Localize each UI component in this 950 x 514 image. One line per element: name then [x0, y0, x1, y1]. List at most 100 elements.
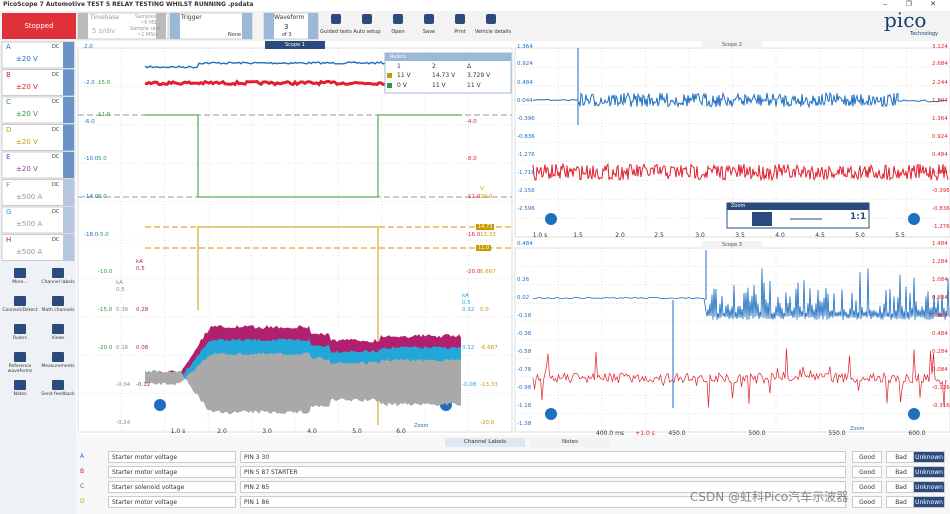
y-axis-label: -1.38	[517, 421, 532, 427]
status-button[interactable]: Stopped	[2, 13, 76, 39]
stepper-button	[264, 13, 274, 39]
tool-label[interactable]: Reference waveforms	[7, 364, 33, 374]
scope-tab[interactable]: Scope 3	[702, 241, 762, 249]
trace-a-3	[532, 268, 950, 321]
zoom-ratio[interactable]: 1:1	[850, 212, 867, 222]
channel-letter[interactable]: A	[6, 43, 11, 51]
x-tick-label: 4.5	[815, 232, 825, 239]
rating-button[interactable]: Unknown	[913, 496, 945, 508]
y-axis-label: 20.0	[480, 194, 493, 200]
rating-button[interactable]: Good	[852, 466, 882, 478]
channel-button	[1, 151, 75, 179]
y-axis-label: -1.276	[932, 224, 950, 230]
channel-label-pin[interactable]: PIN 1 86	[240, 496, 846, 508]
channel-adjust	[63, 69, 74, 96]
toolbar-button-label[interactable]: Save	[422, 29, 436, 35]
bottom-tab[interactable]: Channel Labels	[445, 438, 525, 447]
rating-button[interactable]: Good	[852, 481, 882, 493]
toolbar-button-label[interactable]: Open	[391, 29, 405, 35]
y-axis-label: 0.26	[517, 277, 530, 283]
scope-tab[interactable]: Scope 2	[702, 41, 762, 49]
rating-button[interactable]: Unknown	[913, 481, 945, 493]
zoom-title-bar	[727, 203, 869, 210]
channel-letter[interactable]: D	[6, 125, 12, 134]
channel-letter[interactable]: B	[6, 70, 11, 79]
channel-range[interactable]: ±20 V	[16, 82, 38, 91]
tool-label[interactable]: More...	[12, 280, 28, 285]
x-tick-label: 3.0	[695, 232, 705, 239]
y-axis-label: 1.084	[932, 277, 948, 283]
channel-range[interactable]: ±20 V	[16, 137, 38, 146]
y-axis-label: 0.0	[480, 307, 489, 313]
channel-coupling: DC	[52, 154, 60, 160]
trace-a-2	[532, 91, 947, 109]
zoom-tab[interactable]: Zoom	[414, 423, 429, 429]
rating-button[interactable]: Bad	[886, 466, 916, 478]
y-axis-label: 1.804	[932, 98, 948, 104]
channel-label-pin[interactable]: PIN 5 87 STARTER	[240, 466, 846, 478]
trace-b-2	[532, 162, 949, 182]
x-tick-label: 4.0	[775, 232, 785, 239]
x-tick-label: 450.0	[668, 430, 686, 437]
timebase-label: Timebase	[90, 14, 119, 21]
y-axis-label: 1.284	[932, 259, 948, 265]
channel-button	[1, 124, 75, 151]
y-axis-label: 15.0	[98, 80, 111, 86]
channel-range[interactable]: ±20 V	[16, 165, 38, 173]
rating-button[interactable]: Unknown	[913, 451, 945, 463]
ruler-marker: 14.73	[476, 224, 495, 230]
rating-button[interactable]: Bad	[886, 481, 916, 493]
scope-tab[interactable]: Scope 1	[265, 41, 325, 49]
channel-label-name[interactable]: Starter motor voltage	[108, 466, 236, 478]
channel-letter[interactable]: F	[6, 180, 11, 189]
tool-icon	[52, 324, 64, 334]
channel-range[interactable]: ±500 A	[16, 192, 43, 201]
y-axis-label: -12.0	[466, 194, 481, 200]
y-axis-label: -0.18	[517, 313, 532, 319]
y-axis-label: -10.0	[84, 156, 99, 162]
y-axis-label: 13.33	[480, 232, 496, 238]
y-axis-label: kA	[136, 259, 143, 265]
rating-button[interactable]: Bad	[886, 451, 916, 463]
channel-letter[interactable]: G	[6, 208, 12, 216]
channel-label-name[interactable]: Starter motor voltage	[108, 451, 236, 463]
zoom-title: Zoom	[731, 203, 746, 209]
y-axis-label: 0.16	[116, 345, 129, 351]
channel-label-name[interactable]: Starter motor voltage	[108, 496, 236, 508]
toolbar-button-label[interactable]: Guided tests	[320, 29, 352, 35]
bottom-tab[interactable]: Notes	[530, 438, 610, 447]
tool-label[interactable]: Notes	[13, 392, 27, 397]
channel-range[interactable]: ±20 V	[16, 55, 38, 63]
rulers-header: 2	[432, 63, 436, 70]
rating-button[interactable]: Good	[852, 451, 882, 463]
toolbar-button-label[interactable]: Vehicle details	[475, 29, 512, 35]
y-axis-label: -2.156	[517, 188, 535, 194]
channel-label-pin[interactable]: PIN 2 85	[240, 481, 846, 493]
y-axis-label: -2.0	[84, 80, 95, 86]
y-axis-label: 0.0	[98, 194, 107, 200]
rating-button[interactable]: Bad	[886, 496, 916, 508]
channel-label-name[interactable]: Starter solenoid voltage	[108, 481, 236, 493]
toolbar-button-label[interactable]: Print	[454, 29, 466, 35]
channel-label-pin[interactable]: PIN 3 30	[240, 451, 846, 463]
channel-range[interactable]: ±500 A	[16, 220, 43, 228]
tool-label[interactable]: Measurements	[41, 364, 75, 369]
channel-range[interactable]: ±20 V	[16, 110, 38, 118]
rating-button[interactable]: Unknown	[913, 466, 945, 478]
channel-button	[1, 96, 75, 124]
rating-button[interactable]: Good	[852, 496, 882, 508]
channel-letter[interactable]: H	[6, 235, 12, 244]
tool-label[interactable]: Channel labels	[41, 280, 75, 285]
tool-label[interactable]: Views	[51, 336, 65, 341]
rulers-title-bar	[385, 53, 511, 61]
channel-range[interactable]: ±500 A	[16, 247, 43, 256]
toolbar-button-label[interactable]: Auto setup	[353, 29, 381, 35]
channel-letter[interactable]: C	[6, 98, 11, 106]
tool-label[interactable]: Math channels	[41, 308, 75, 313]
zoom-tab[interactable]: Zoom	[850, 426, 865, 432]
tool-label[interactable]: Rulers	[13, 336, 27, 341]
channel-letter[interactable]: E	[6, 153, 11, 161]
tool-label[interactable]: Send feedback	[41, 392, 75, 397]
y-axis-label: 0.08	[136, 345, 149, 351]
tool-label[interactable]: Connect/Detect	[2, 308, 38, 313]
